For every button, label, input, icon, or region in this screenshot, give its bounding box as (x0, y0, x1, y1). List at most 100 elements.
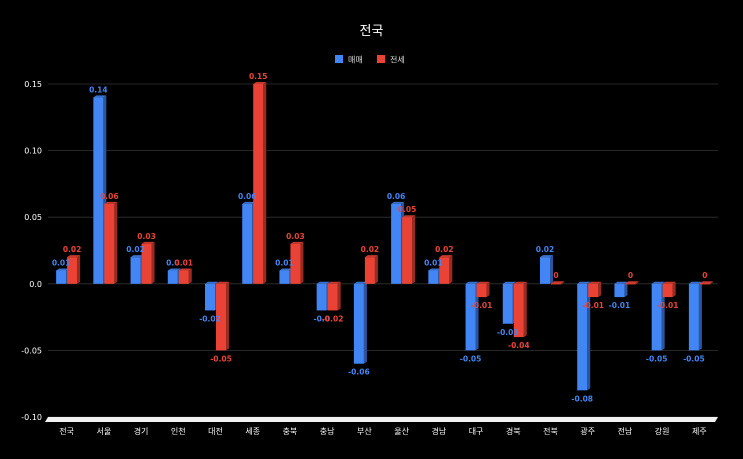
bar-side (475, 281, 479, 351)
data-label-jeonse-13: 0 (553, 271, 558, 280)
bar-side (188, 268, 192, 284)
bar-front (205, 283, 215, 311)
bar-jeonse-13 (551, 281, 564, 285)
bar-jeonse-17 (699, 281, 713, 285)
bar-top (662, 281, 676, 284)
data-label-jeonse-4: -0.05 (210, 354, 232, 363)
bar-side (550, 255, 553, 284)
bar-jeonse-7 (327, 281, 341, 311)
bar-front (391, 203, 402, 284)
x-tick-label: 세종 (245, 427, 260, 436)
bar-front (699, 283, 710, 285)
bar-jeonse-11 (476, 281, 490, 298)
bar-jeonse-15 (625, 281, 639, 285)
bar-top (290, 241, 304, 244)
bar-front (651, 283, 662, 351)
data-label-maemae-8: -0.06 (348, 368, 370, 377)
data-label-maemae-14: -0.08 (571, 394, 593, 403)
x-tick-label: 대구 (469, 427, 484, 436)
bar-maemae-15 (614, 281, 628, 298)
bar-side (698, 281, 702, 351)
bar-top (141, 241, 155, 244)
bar-top (439, 255, 453, 258)
bar-jeonse-8 (364, 255, 378, 284)
bar-front (588, 283, 599, 298)
bar-front (688, 283, 699, 351)
y-tick-label: 0.10 (24, 147, 42, 156)
bar-side (635, 281, 639, 285)
bar-top (205, 281, 218, 284)
x-tick-label: 울산 (394, 426, 409, 436)
bar-front (104, 203, 115, 284)
bar-side (661, 281, 665, 351)
bar-front (353, 283, 364, 364)
legend-label-maemae: 매매 (348, 56, 363, 65)
bar-top (364, 255, 378, 258)
x-tick-label: 인천 (171, 426, 186, 436)
y-axis-ticks: 0.15 0.10 0.05 0.0 -0.05 -0.10 (21, 80, 42, 422)
bar-side (523, 281, 527, 338)
bar-top (130, 255, 144, 258)
x-tick-label: 전남 (618, 426, 633, 436)
x-tick-label: 광주 (580, 426, 595, 436)
bar-jeonse-1 (104, 201, 118, 284)
bar-top (327, 281, 341, 284)
data-label-maemae-12: -0.03 (497, 328, 519, 337)
bar-maemae-8 (353, 281, 367, 364)
bar-side (300, 241, 304, 284)
bar-side (412, 215, 416, 284)
data-label-jeonse-7: -0.02 (322, 314, 344, 323)
data-label-maemae-1: 0.14 (89, 85, 108, 94)
bar-front (167, 270, 178, 284)
y-tick-label: 0.0 (29, 280, 42, 289)
bar-top (402, 215, 416, 218)
bar-front (316, 283, 327, 311)
bar-top (67, 255, 81, 258)
bar-jeonse-14 (588, 281, 602, 298)
y-tick-label: -0.10 (21, 413, 42, 422)
bar-top (93, 95, 107, 98)
bar-top (699, 281, 713, 284)
bar-side (374, 255, 378, 284)
bar-side (561, 281, 564, 285)
data-label-jeonse-11: -0.01 (471, 301, 493, 310)
data-label-jeonse-2: 0.03 (137, 232, 156, 241)
bar-front (428, 270, 439, 284)
bar-top (391, 201, 405, 204)
bar-front (290, 243, 301, 284)
chart-floor (45, 417, 718, 422)
bar-top (104, 201, 118, 204)
x-tick-label: 대전 (208, 426, 223, 436)
bar-top (540, 255, 553, 258)
data-label-jeonse-14: -0.01 (582, 301, 604, 310)
data-label-maemae-11: -0.05 (460, 354, 482, 363)
data-label-jeonse-12: -0.04 (508, 341, 530, 350)
x-tick-label: 전북 (543, 426, 558, 436)
bar-side (672, 281, 676, 298)
data-label-jeonse-8: 0.02 (361, 245, 380, 254)
bar-side (587, 281, 591, 391)
bar-top (56, 268, 70, 271)
bar-jeonse-5 (253, 82, 267, 284)
bar-front (614, 283, 625, 298)
bar-jeonse-3 (178, 268, 192, 284)
bar-side (337, 281, 341, 311)
bar-front (327, 283, 338, 311)
data-label-jeonse-6: 0.03 (286, 232, 305, 241)
bar-front (242, 203, 253, 284)
bar-top (253, 82, 267, 84)
data-label-maemae-4: -0.02 (199, 314, 221, 323)
bar-front (67, 257, 78, 284)
data-label-jeonse-5: 0.15 (249, 72, 268, 81)
bar-top (353, 281, 367, 284)
data-label-jeonse-3: 0.01 (175, 258, 194, 267)
bar-jeonse-16 (662, 281, 676, 298)
bar-front (56, 270, 67, 284)
bar-top (502, 281, 516, 284)
x-tick-label: 서울 (96, 427, 111, 436)
bar-front (662, 283, 673, 298)
x-tick-label: 충북 (283, 427, 298, 436)
bar-top (279, 268, 293, 271)
bar-maemae-16 (651, 281, 665, 351)
